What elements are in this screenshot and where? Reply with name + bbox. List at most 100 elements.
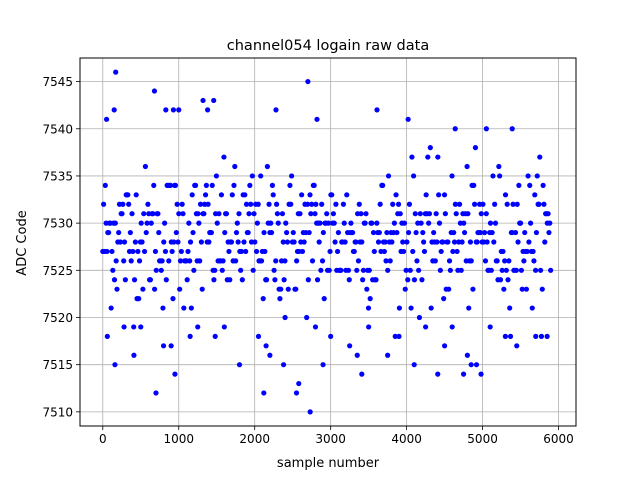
data-point bbox=[212, 333, 218, 339]
data-point bbox=[189, 192, 195, 198]
data-point bbox=[147, 277, 154, 283]
data-point bbox=[281, 277, 287, 283]
y-tick-label: 7520 bbox=[42, 311, 73, 325]
data-point bbox=[532, 192, 538, 198]
data-point bbox=[458, 267, 464, 273]
data-point bbox=[314, 116, 320, 122]
data-point bbox=[491, 239, 497, 245]
data-point bbox=[363, 211, 369, 217]
data-point bbox=[425, 154, 431, 160]
data-point bbox=[497, 277, 504, 283]
data-point bbox=[451, 229, 457, 236]
data-point bbox=[393, 192, 399, 198]
y-tick-label: 7545 bbox=[42, 75, 73, 89]
data-point bbox=[433, 211, 439, 217]
data-point bbox=[371, 248, 377, 255]
data-point bbox=[205, 201, 211, 207]
data-point bbox=[268, 229, 275, 236]
data-point bbox=[284, 229, 290, 236]
data-point bbox=[548, 267, 554, 273]
data-point bbox=[139, 239, 145, 245]
data-point bbox=[441, 296, 447, 302]
data-point bbox=[400, 248, 407, 255]
data-point bbox=[544, 333, 550, 339]
data-point bbox=[282, 258, 288, 264]
data-point bbox=[168, 343, 174, 349]
data-point bbox=[320, 229, 326, 236]
data-point bbox=[145, 201, 151, 207]
data-point bbox=[331, 220, 337, 226]
x-tick-label: 1000 bbox=[163, 432, 194, 446]
x-tick-label: 0 bbox=[99, 432, 107, 446]
data-point bbox=[472, 145, 479, 151]
data-point bbox=[401, 220, 408, 226]
data-point bbox=[333, 201, 339, 207]
data-point bbox=[122, 277, 128, 283]
data-point bbox=[226, 248, 232, 255]
data-point bbox=[218, 192, 225, 198]
data-point bbox=[251, 211, 257, 217]
data-point bbox=[233, 258, 239, 264]
data-point bbox=[421, 248, 428, 255]
data-point bbox=[138, 324, 144, 330]
data-point bbox=[170, 107, 177, 113]
data-point bbox=[221, 324, 227, 330]
data-point bbox=[114, 286, 120, 292]
data-point bbox=[272, 277, 278, 283]
data-point bbox=[116, 229, 122, 236]
data-point bbox=[151, 182, 157, 188]
data-point bbox=[480, 201, 486, 207]
data-point bbox=[222, 229, 228, 236]
data-point bbox=[335, 229, 342, 236]
data-point bbox=[201, 211, 207, 217]
data-point bbox=[174, 201, 180, 207]
data-point bbox=[521, 258, 527, 264]
data-point bbox=[436, 192, 442, 198]
data-point bbox=[167, 182, 174, 188]
data-point bbox=[410, 248, 416, 255]
data-point bbox=[383, 258, 389, 264]
y-tick-label: 7535 bbox=[42, 169, 73, 183]
data-point bbox=[229, 192, 235, 198]
data-point bbox=[131, 277, 138, 283]
data-point bbox=[246, 211, 252, 217]
data-point bbox=[381, 248, 387, 255]
data-point bbox=[541, 201, 547, 207]
data-point bbox=[228, 239, 235, 245]
data-point bbox=[540, 182, 546, 188]
data-point bbox=[317, 220, 323, 226]
data-point bbox=[162, 220, 168, 226]
data-point bbox=[446, 258, 453, 264]
data-point bbox=[156, 229, 162, 236]
data-point bbox=[437, 267, 443, 273]
data-point bbox=[227, 277, 233, 283]
data-point bbox=[506, 258, 512, 264]
data-point bbox=[158, 267, 164, 273]
data-point bbox=[171, 239, 177, 245]
data-point bbox=[492, 220, 499, 226]
data-point bbox=[391, 220, 397, 226]
data-point bbox=[197, 201, 204, 207]
data-point bbox=[484, 239, 490, 245]
data-point bbox=[181, 305, 187, 311]
data-point bbox=[487, 220, 494, 226]
data-point bbox=[434, 239, 440, 245]
data-point bbox=[143, 229, 149, 236]
data-point bbox=[497, 173, 503, 179]
data-point bbox=[231, 182, 237, 188]
data-point bbox=[533, 333, 539, 339]
data-point bbox=[522, 229, 528, 236]
data-point bbox=[254, 220, 260, 226]
data-point bbox=[459, 239, 465, 245]
data-point bbox=[390, 201, 396, 207]
data-point bbox=[344, 192, 350, 198]
data-point bbox=[503, 267, 509, 273]
data-point bbox=[103, 116, 110, 122]
data-point bbox=[184, 277, 190, 283]
data-point bbox=[234, 220, 240, 226]
data-point bbox=[175, 239, 181, 245]
data-point bbox=[233, 229, 240, 236]
data-point bbox=[132, 239, 138, 245]
data-point bbox=[299, 192, 305, 198]
